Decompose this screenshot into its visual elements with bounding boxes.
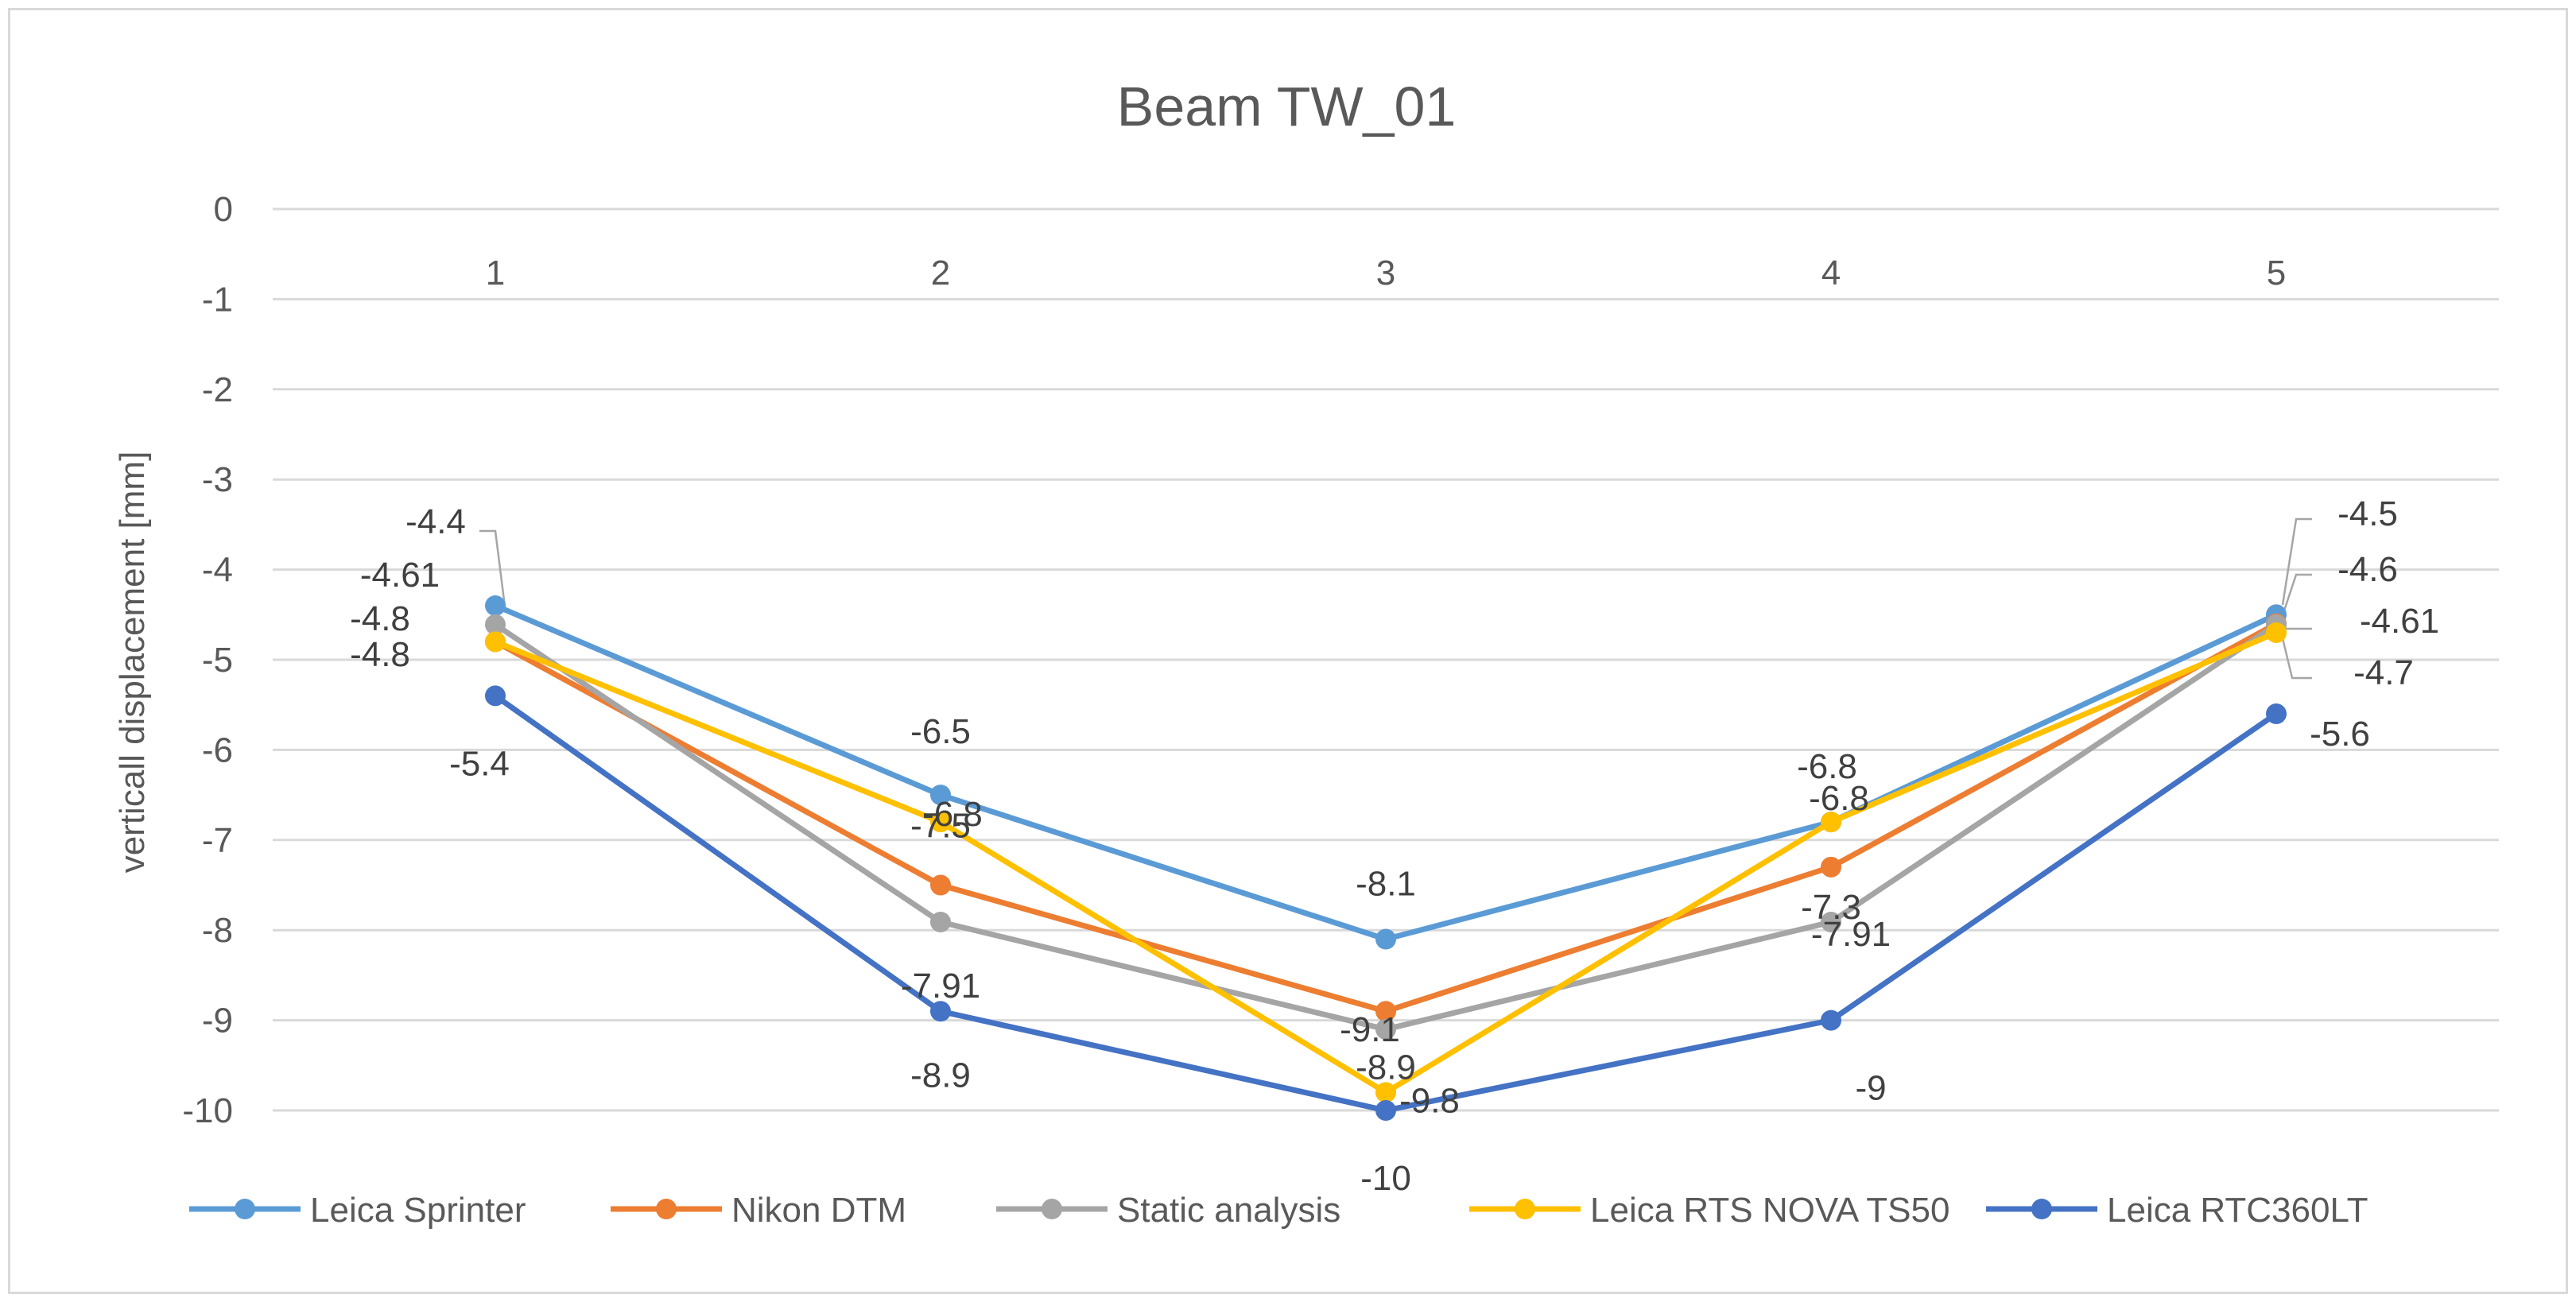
chart-title: Beam TW_01 <box>1117 76 1457 138</box>
series-leica-rtc360lt <box>485 685 2287 1121</box>
data-label: -4.8 <box>350 635 410 674</box>
label-leader-lines <box>479 517 2312 680</box>
legend-label: Leica RTC360LT <box>2107 1191 2368 1230</box>
x-tick-label: 5 <box>2267 254 2286 293</box>
legend-swatch-marker <box>235 1199 255 1219</box>
y-tick-label: -5 <box>202 641 233 680</box>
legend-label: Leica RTS NOVA TS50 <box>1590 1191 1949 1230</box>
y-axis-ticks: 0 -1 -2 -3 -4 -5 -6 -7 -8 -9 -10 <box>182 190 233 1130</box>
data-point <box>1821 856 1841 878</box>
data-point <box>1821 812 1841 833</box>
data-label: -4.7 <box>2353 653 2414 692</box>
data-point <box>1375 1018 1396 1040</box>
data-label: -4.6 <box>2337 550 2398 589</box>
legend-label: Nikon DTM <box>731 1191 906 1230</box>
legend-swatch-marker <box>656 1199 677 1219</box>
legend-item: Nikon DTM <box>611 1191 906 1230</box>
data-labels: -4.4 -6.5 -8.1 -6.8 -4.5 -4.8 -7.5 -8.9 -7.3 -4.6… <box>350 494 2439 1198</box>
legend-item: Leica RTC360LT <box>1986 1191 2368 1230</box>
data-label: -4.8 <box>350 599 410 638</box>
data-point <box>1821 911 1841 932</box>
gridlines <box>273 207 2499 1112</box>
series-nikon-dtm <box>485 613 2287 1022</box>
data-label: -6.8 <box>1809 779 1869 818</box>
leader-line <box>2281 517 2312 606</box>
legend-item: Leica Sprinter <box>189 1191 526 1230</box>
y-tick-label: -7 <box>202 821 233 860</box>
leader-line <box>2283 573 2312 611</box>
x-tick-label: 3 <box>1376 254 1395 293</box>
data-label: -8.9 <box>1356 1048 1416 1087</box>
leader-line <box>2281 637 2312 680</box>
y-tick-label: -8 <box>202 911 233 950</box>
data-point <box>2266 703 2287 725</box>
leader-line <box>479 529 506 607</box>
series-leica-rts-nova-ts50 <box>485 622 2287 1103</box>
y-tick-label: -3 <box>202 460 233 499</box>
y-tick-label: -6 <box>202 730 233 769</box>
data-label: -6.8 <box>1797 747 1857 786</box>
data-label: -10 <box>1360 1159 1411 1198</box>
series-layer <box>485 595 2287 1121</box>
data-point <box>930 812 951 833</box>
data-point <box>485 631 506 653</box>
y-tick-label: -10 <box>182 1091 233 1130</box>
data-label: -9.8 <box>1399 1081 1460 1120</box>
data-point <box>485 685 506 707</box>
y-tick-label: 0 <box>214 190 233 229</box>
series-line <box>494 621 2278 1014</box>
legend-swatch-marker <box>2031 1199 2052 1219</box>
data-label: -8.1 <box>1356 865 1416 904</box>
data-label: -4.4 <box>405 502 466 541</box>
data-label: -9 <box>1855 1069 1886 1108</box>
data-point <box>930 874 951 896</box>
data-label: -7.5 <box>910 807 971 846</box>
y-tick-label: -4 <box>202 551 233 590</box>
x-axis-ticks: 1 2 3 4 5 <box>486 254 2286 293</box>
data-label: -6.8 <box>922 795 983 834</box>
data-label: -5.4 <box>449 744 510 783</box>
x-tick-label: 4 <box>1821 254 1841 293</box>
data-point <box>1375 1001 1396 1022</box>
data-label: -4.61 <box>2360 602 2439 641</box>
data-label: -4.5 <box>2337 494 2398 533</box>
data-label: -5.6 <box>2310 715 2370 754</box>
data-label: -7.91 <box>1811 915 1891 954</box>
data-label: -7.91 <box>901 967 980 1006</box>
series-line <box>494 622 2278 1033</box>
data-point <box>1375 1082 1396 1103</box>
data-point <box>930 1001 951 1022</box>
data-label: -6.5 <box>910 712 971 751</box>
data-point <box>1821 1009 1841 1031</box>
legend: Leica Sprinter Nikon DTM Static analysis Le… <box>189 1191 2368 1230</box>
legend-item: Leica RTS NOVA TS50 <box>1469 1191 1949 1230</box>
legend-swatch-marker <box>1515 1199 1535 1219</box>
legend-label: Static analysis <box>1117 1191 1340 1230</box>
data-label: -9.1 <box>1340 1010 1400 1049</box>
data-point <box>1375 928 1396 950</box>
data-label: -7.3 <box>1801 888 1861 927</box>
legend-swatch-marker <box>1042 1199 1062 1219</box>
data-point <box>1375 1100 1396 1121</box>
data-point <box>930 785 951 806</box>
data-point <box>930 911 951 932</box>
y-tick-label: -2 <box>202 370 233 409</box>
data-point <box>485 614 506 635</box>
y-tick-label: -9 <box>202 1002 233 1040</box>
legend-item: Static analysis <box>996 1191 1340 1230</box>
data-label: -8.9 <box>910 1056 971 1095</box>
data-point <box>2266 622 2287 643</box>
series-static-analysis <box>485 614 2287 1040</box>
y-axis-label: verticall displacement [mm] <box>113 451 152 874</box>
x-tick-label: 2 <box>931 254 950 293</box>
y-tick-label: -1 <box>202 280 233 319</box>
x-tick-label: 1 <box>486 254 505 293</box>
legend-label: Leica Sprinter <box>310 1191 526 1230</box>
data-point <box>485 595 506 616</box>
data-label: -4.61 <box>360 556 440 595</box>
